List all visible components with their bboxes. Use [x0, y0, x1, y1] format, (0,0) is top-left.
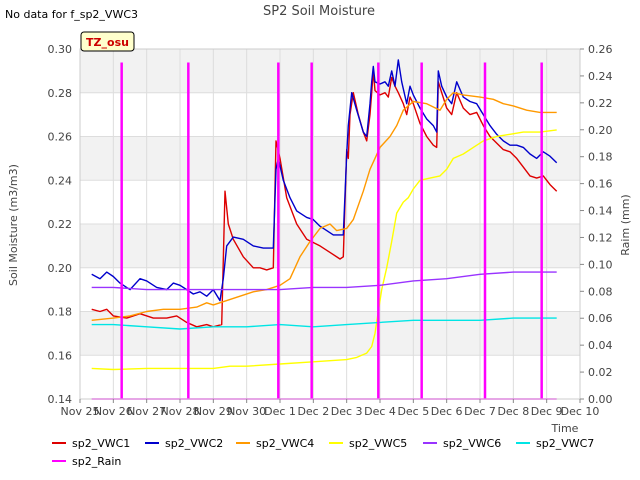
legend-item-sp2_VWC5: sp2_VWC5 — [329, 437, 407, 450]
legend-label-sp2_VWC1: sp2_VWC1 — [72, 437, 130, 450]
y-left-tick-label-0: 0.14 — [48, 393, 73, 406]
legend-label-sp2_Rain: sp2_Rain — [72, 455, 121, 468]
legend-label-sp2_VWC7: sp2_VWC7 — [536, 437, 594, 450]
x-tick-label-1: Nov 26 — [94, 405, 133, 418]
band-6 — [80, 92, 580, 137]
legend-item-sp2_VWC4: sp2_VWC4 — [236, 437, 314, 450]
y-right-tick-label-9: 0.18 — [588, 151, 613, 164]
series-sp2_VWC6 — [91, 271, 557, 291]
legend-label-sp2_VWC4: sp2_VWC4 — [256, 437, 314, 450]
legend-label-sp2_VWC5: sp2_VWC5 — [349, 437, 407, 450]
x-tick-label-7: Dec 2 — [297, 405, 329, 418]
tz-badge: TZ_osu — [80, 31, 135, 52]
y-right-tick-label-2: 0.04 — [588, 339, 613, 352]
line-sp2_VWC6 — [91, 271, 557, 291]
y-right-tick-label-6: 0.12 — [588, 231, 613, 244]
series-sp2_VWC2 — [91, 59, 558, 302]
band-5 — [80, 136, 580, 181]
chart-title: SP2 Soil Moisture — [263, 4, 375, 19]
plot-frame — [79, 48, 581, 400]
y-right-tick-label-8: 0.16 — [588, 178, 613, 191]
y-right-tick-label-3: 0.06 — [588, 312, 613, 325]
band-3 — [80, 224, 580, 268]
band-4 — [80, 180, 580, 224]
x-tick-label-12: Dec 7 — [464, 405, 496, 418]
x-tick-label-10: Dec 5 — [397, 405, 429, 418]
series-layer — [91, 59, 558, 400]
y-left-tick-label-2: 0.18 — [48, 306, 73, 319]
y-right-tick-label-11: 0.22 — [588, 97, 613, 110]
x-tick-label-13: Dec 8 — [497, 405, 529, 418]
x-axis-label: Time — [551, 422, 579, 435]
y-left-tick-label-7: 0.28 — [48, 87, 73, 100]
line-sp2_VWC7 — [91, 317, 557, 330]
line-sp2_VWC4 — [91, 92, 557, 321]
line-sp2_VWC2 — [91, 59, 558, 302]
y-left-tick-label-4: 0.22 — [48, 218, 73, 231]
y-left-tick-label-6: 0.26 — [48, 131, 73, 144]
y-axis-right-label: Raim (mm) — [619, 194, 632, 255]
x-tick-label-5: Nov 30 — [227, 405, 266, 418]
legend: sp2_VWC1 sp2_VWC2 sp2_VWC4 sp2_VWC5 sp2_VWC6… — [52, 437, 594, 468]
y-left-tick-label-8: 0.30 — [48, 43, 73, 56]
x-tick-label-3: Nov 28 — [161, 405, 200, 418]
series-sp2_VWC7 — [91, 317, 557, 330]
y-right-tick-label-7: 0.14 — [588, 205, 613, 218]
x-tick-label-0: Nov 25 — [61, 405, 100, 418]
x-tick-label-15: Dec 10 — [561, 405, 600, 418]
band-0 — [80, 355, 580, 399]
legend-item-sp2_VWC6: sp2_VWC6 — [423, 437, 501, 450]
y-right-tick-label-4: 0.08 — [588, 285, 613, 298]
series-sp2_VWC5 — [91, 129, 557, 371]
line-sp2_VWC1 — [91, 70, 558, 328]
legend-label-sp2_VWC6: sp2_VWC6 — [443, 437, 501, 450]
x-tick-label-8: Dec 3 — [331, 405, 363, 418]
y-right-tick-label-1: 0.02 — [588, 366, 613, 379]
legend-item-sp2_VWC2: sp2_VWC2 — [145, 437, 223, 450]
series-sp2_VWC1 — [91, 70, 558, 328]
y-right-tick-label-5: 0.10 — [588, 258, 613, 271]
y-right-tick-label-12: 0.24 — [588, 70, 613, 83]
x-tick-label-11: Dec 6 — [431, 405, 463, 418]
x-tick-label-9: Dec 4 — [364, 405, 396, 418]
band-7 — [80, 49, 580, 93]
y-right-tick-label-13: 0.26 — [588, 43, 613, 56]
y-right-tick-label-10: 0.20 — [588, 124, 613, 137]
x-tick-label-14: Dec 9 — [531, 405, 563, 418]
x-tick-label-4: Nov 29 — [194, 405, 233, 418]
y-axis-left-label: Soil Moisture (m3/m3) — [7, 164, 20, 286]
y-left-tick-label-1: 0.16 — [48, 349, 73, 362]
tz-badge-label: TZ_osu — [86, 36, 129, 49]
legend-label-sp2_VWC2: sp2_VWC2 — [165, 437, 223, 450]
no-data-note: No data for f_sp2_VWC3 — [5, 8, 138, 21]
legend-item-sp2_VWC7: sp2_VWC7 — [516, 437, 594, 450]
line-sp2_VWC5 — [91, 129, 557, 371]
y-left-tick-label-5: 0.24 — [48, 174, 73, 187]
y-left-tick-label-3: 0.20 — [48, 262, 73, 275]
legend-item-sp2_Rain: sp2_Rain — [52, 455, 121, 468]
series-sp2_Rain — [91, 62, 557, 400]
x-tick-label-6: Dec 1 — [264, 405, 296, 418]
series-sp2_VWC4 — [91, 92, 557, 321]
y-right-tick-label-0: 0.00 — [588, 393, 613, 406]
x-tick-label-2: Nov 27 — [127, 405, 166, 418]
tz-badge-box — [80, 31, 135, 52]
legend-item-sp2_VWC1: sp2_VWC1 — [52, 437, 130, 450]
